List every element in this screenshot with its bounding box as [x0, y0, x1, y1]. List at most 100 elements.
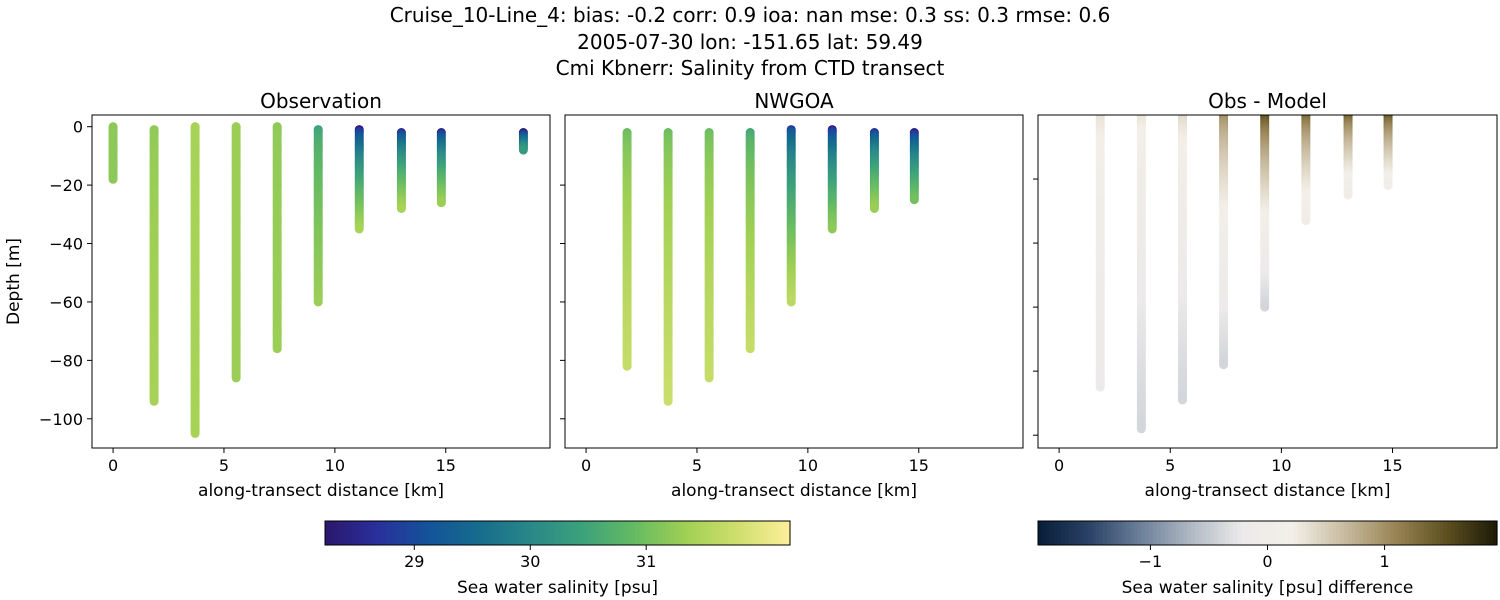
- panel-nwgoa: 0 5 10 15 NWGOA along-transect distance [km]: [560, 89, 1024, 501]
- colorbar-segment: [607, 521, 613, 545]
- colorbar-segment: [538, 521, 543, 545]
- colorbar-segment: [1099, 521, 1104, 545]
- colorbar-segment: [755, 521, 760, 545]
- colorbar-segment: [611, 521, 617, 545]
- colorbar-segment: [406, 521, 411, 545]
- profile: [827, 125, 837, 234]
- profile: [108, 122, 118, 184]
- colorbar-segment: [1416, 521, 1422, 545]
- x-tick-label: 0: [1054, 456, 1064, 475]
- profile: [704, 128, 714, 383]
- colorbar-segment: [1240, 521, 1246, 545]
- colorbar-segment: [1451, 521, 1456, 545]
- colorbar-segment: [1298, 521, 1303, 545]
- colorbar-segment: [499, 521, 504, 545]
- colorbar-segment: [623, 521, 628, 545]
- axes-frame: [564, 114, 1024, 449]
- x-axis-label: along-transect distance [km]: [671, 481, 917, 501]
- colorbar-segment: [1351, 521, 1357, 545]
- data-point: [231, 373, 241, 383]
- colorbar-segment: [1301, 521, 1307, 545]
- colorbar-segment: [708, 521, 714, 545]
- colorbar-segment: [631, 521, 636, 545]
- panel-observation: 0 5 10 15 0 −20 −40 −60 −80 −100 Observation along-…: [4, 89, 551, 501]
- colorbar-segment: [1431, 521, 1437, 545]
- data-point: [869, 203, 879, 213]
- colorbar-segment: [394, 521, 400, 545]
- data-point: [827, 224, 837, 234]
- colorbar-segment: [615, 521, 621, 545]
- colorbar-segment: [681, 521, 686, 545]
- colorbar-segment: [1313, 521, 1318, 545]
- colorbar-segment: [627, 521, 632, 545]
- colorbar-segment: [526, 521, 531, 545]
- colorbar-segment: [724, 521, 729, 545]
- colorbar-segment: [700, 521, 706, 545]
- data-points: [108, 122, 528, 438]
- data-points: [1095, 115, 1393, 434]
- colorbar-segment: [1137, 521, 1142, 545]
- colorbar-segment: [569, 521, 574, 545]
- colorbar-segment: [1263, 521, 1269, 545]
- x-tick-label: 15: [1382, 456, 1402, 475]
- x-tick-label: 15: [909, 456, 929, 475]
- colorbar-segment: [356, 521, 361, 545]
- colorbar-segment: [731, 521, 737, 545]
- data-point: [190, 428, 200, 438]
- colorbar-segment: [1083, 521, 1089, 545]
- colorbar-segment: [1248, 521, 1253, 545]
- profile: [786, 125, 796, 307]
- colorbar-segment: [770, 521, 776, 545]
- colorbar-segment: [1152, 521, 1158, 545]
- colorbar-segment: [1122, 521, 1127, 545]
- colorbar-segment: [1420, 521, 1425, 545]
- data-point: [108, 174, 118, 184]
- colorbar-segment: [1087, 521, 1093, 545]
- title-line-3: Cmi Kbnerr: Salinity from CTD transect: [555, 56, 945, 80]
- colorbar-segment: [1038, 521, 1043, 545]
- colorbar-segment: [1336, 521, 1341, 545]
- colorbar-salinity: 29 30 31 Sea water salinity [psu]: [324, 520, 791, 598]
- colorbar-segment: [1041, 521, 1047, 545]
- colorbar-segment: [1321, 521, 1326, 545]
- colorbar-segment: [1386, 521, 1391, 545]
- colorbar-segment: [522, 521, 528, 545]
- profile: [518, 128, 528, 155]
- colorbar-segment: [747, 521, 752, 545]
- colorbar-segment: [646, 521, 652, 545]
- colorbar-segment: [697, 521, 702, 545]
- colorbar-segment: [1405, 521, 1410, 545]
- y-tick-label: −40: [49, 235, 83, 254]
- profile: [1301, 115, 1311, 226]
- colorbar-segment: [786, 521, 791, 545]
- colorbar-segment: [592, 521, 597, 545]
- data-point: [1219, 360, 1229, 370]
- colorbar-segment: [371, 521, 376, 545]
- colorbar-segment: [325, 521, 330, 545]
- data-points: [622, 125, 919, 406]
- colorbar-segment: [480, 521, 485, 545]
- colorbar-segment: [1145, 521, 1150, 545]
- colorbar-segment: [584, 521, 590, 545]
- colorbar-segment: [1206, 521, 1211, 545]
- colorbar-segment: [1401, 521, 1406, 545]
- colorbar-segment: [1175, 521, 1181, 545]
- colorbar-segment: [669, 521, 675, 545]
- colorbar-segment: [1202, 521, 1207, 545]
- colorbar-tick-label: −1: [1139, 552, 1163, 571]
- profile: [745, 128, 755, 354]
- colorbar-segment: [328, 521, 334, 545]
- colorbar-segment: [565, 521, 570, 545]
- colorbar-tick-label: 30: [520, 552, 540, 571]
- colorbar-segment: [1233, 521, 1238, 545]
- colorbar-segment: [1191, 521, 1196, 545]
- colorbar-segment: [464, 521, 469, 545]
- y-tick-label: −80: [49, 351, 83, 370]
- profile: [1383, 115, 1393, 190]
- colorbar-segment: [1187, 521, 1192, 545]
- panel-title: NWGOA: [754, 89, 834, 113]
- colorbar-segment: [491, 521, 497, 545]
- colorbar-segment: [1156, 521, 1161, 545]
- colorbar-segment: [1256, 521, 1261, 545]
